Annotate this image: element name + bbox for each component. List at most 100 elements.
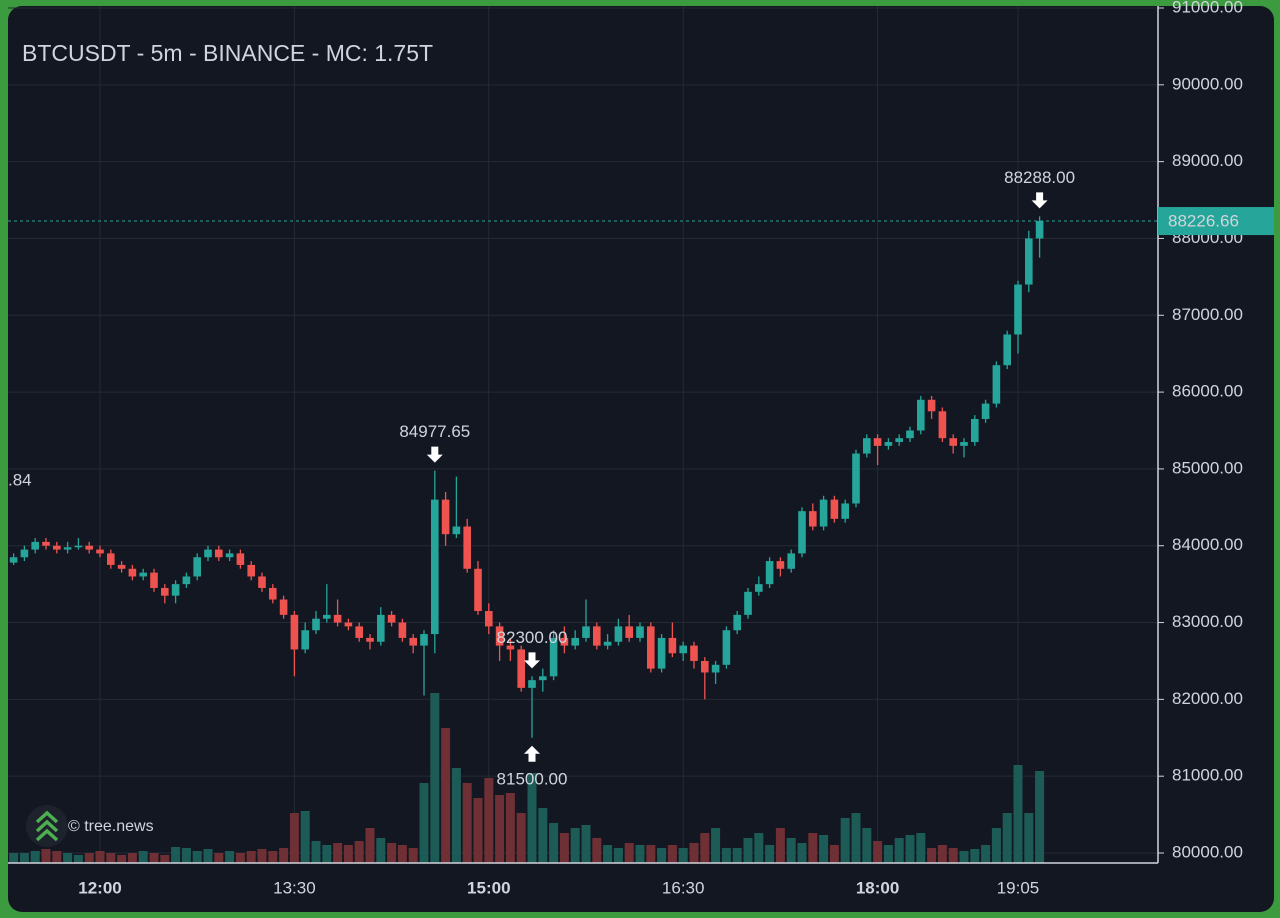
y-tick-label: 82000.00: [1172, 689, 1243, 708]
candle-body: [269, 587, 277, 600]
x-tick-label: 19:05: [997, 878, 1040, 897]
candle-body: [117, 564, 126, 569]
current-price-tag: [1158, 207, 1274, 236]
volume-bar: [160, 855, 170, 863]
y-tick-label: 87000.00: [1172, 305, 1243, 324]
volume-bar: [246, 851, 256, 863]
candle-body: [776, 561, 785, 569]
volume-bar: [138, 851, 148, 863]
volume-bar: [948, 848, 958, 863]
candle-body: [1003, 334, 1011, 366]
candle-body: [798, 511, 806, 554]
candle-body: [355, 626, 363, 638]
candle-body: [495, 626, 504, 646]
candle-body: [701, 660, 709, 673]
candle-body: [463, 526, 471, 569]
volume-bar: [873, 841, 883, 863]
candle-body: [161, 587, 169, 596]
candle-body: [755, 584, 763, 592]
annotation-arrow: [1031, 192, 1048, 209]
candle-body: [387, 614, 396, 623]
annotation-label: 84977.65: [399, 422, 470, 441]
volume-bar: [73, 855, 83, 863]
candle-body: [204, 549, 212, 558]
candle-layer: [9, 216, 1044, 738]
y-tick-label: 89000.00: [1172, 151, 1243, 170]
volume-bar: [192, 851, 202, 863]
candle-body: [809, 511, 817, 527]
candle-body: [312, 618, 320, 631]
candle-body: [452, 526, 461, 535]
candle-body: [333, 614, 342, 623]
y-tick-label: 80000.00: [1172, 842, 1243, 861]
candle-body: [96, 549, 104, 554]
x-tick-label: 12:00: [78, 878, 121, 897]
candle-body: [744, 591, 752, 615]
volume-bar: [484, 778, 494, 863]
candle-body: [765, 561, 774, 585]
candle-body: [960, 442, 968, 446]
volume-bar: [862, 828, 872, 863]
candle-body: [301, 630, 309, 650]
chart-title: BTCUSDT - 5m - BINANCE - MC: 1.75T: [22, 40, 433, 66]
annotation-arrow: [524, 652, 540, 669]
volume-bar: [635, 845, 645, 863]
annotation-arrow: [426, 446, 443, 463]
logo: [26, 805, 68, 847]
candle-body: [884, 442, 893, 446]
volume-bar: [365, 828, 375, 863]
candle-body: [409, 637, 417, 646]
candle-body: [398, 622, 407, 638]
candle-body: [236, 553, 245, 565]
candle-body: [647, 626, 655, 669]
volume-bar: [559, 833, 569, 863]
overlay-layer: 80000.00 81000.00 82000.00 83000.00 84000.00…: [8, 0, 1274, 897]
volume-bar: [181, 848, 191, 863]
volume-bar: [667, 845, 677, 863]
volume-bar: [127, 853, 137, 863]
candle-body: [971, 418, 979, 443]
x-tick-label: 13:30: [273, 878, 316, 897]
annotation-label: 88288.00: [1004, 168, 1075, 187]
volume-bar: [657, 848, 667, 863]
candle-body: [992, 365, 1001, 404]
candle-body: [938, 411, 947, 439]
volume-bar: [95, 851, 105, 863]
candle-body: [657, 637, 666, 669]
candle-body: [852, 453, 860, 504]
volume-bar: [235, 853, 245, 863]
volume-bar: [678, 848, 688, 863]
volume-bar: [581, 825, 591, 863]
volume-bar: [527, 773, 537, 863]
volume-bar: [451, 768, 461, 863]
candle-body: [53, 545, 61, 550]
candle-body: [679, 645, 687, 654]
volume-bar: [333, 843, 343, 863]
volume-bar: [743, 838, 753, 863]
volume-bar: [311, 841, 321, 863]
candle-body: [528, 680, 536, 688]
candle-body: [733, 614, 741, 631]
candle-body: [517, 649, 525, 688]
current-price-label: 88226.66: [1168, 212, 1239, 231]
y-tick-label: 86000.00: [1172, 382, 1243, 401]
volume-bar: [883, 845, 893, 863]
volume-bar: [149, 853, 159, 863]
volume-bar: [387, 843, 397, 863]
candle-body: [863, 438, 871, 454]
candle-body: [819, 499, 828, 527]
y-tick-label: 90000.00: [1172, 74, 1243, 93]
volume-bar: [937, 845, 947, 863]
volume-bar: [376, 838, 386, 863]
candle-body: [1014, 284, 1022, 335]
candle-body: [258, 576, 266, 588]
volume-bar: [721, 848, 731, 863]
annotation-arrow: [524, 745, 540, 762]
candle-body: [722, 630, 731, 665]
volume-bar: [970, 849, 980, 863]
volume-bar: [354, 841, 364, 863]
candle-body: [690, 645, 698, 661]
volume-bar: [689, 843, 699, 863]
volume-bar: [9, 853, 19, 863]
